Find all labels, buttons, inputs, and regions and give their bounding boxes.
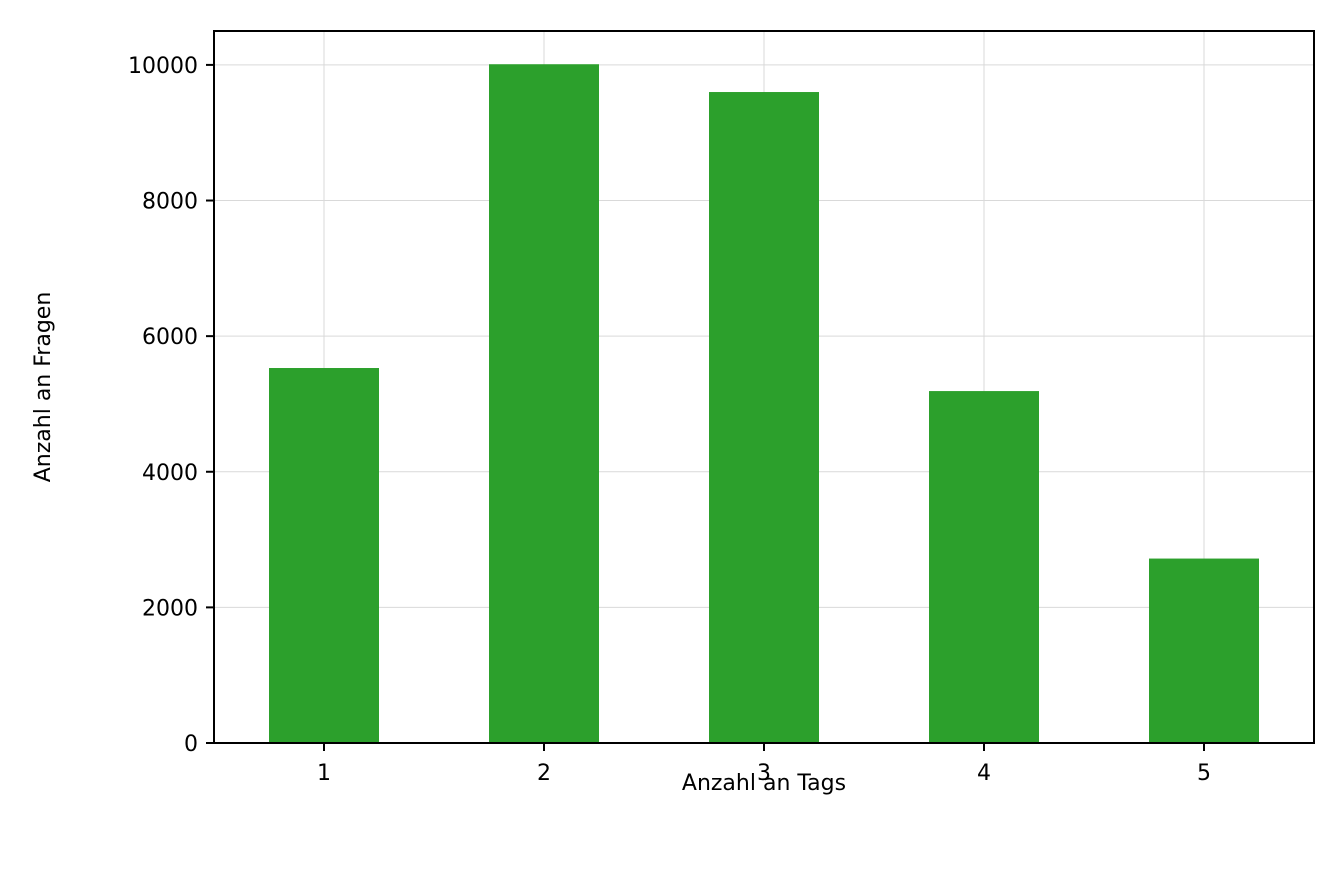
x-tick-label: 2 [537,761,551,786]
bar-1 [269,368,379,743]
y-axis-label: Anzahl an Fragen [31,292,56,483]
y-tick-label: 0 [184,732,198,757]
y-tick-label: 2000 [142,596,198,621]
axis-ticks: 1 2 3 4 5 0 2000 4000 6000 8000 10000 [128,54,1211,786]
x-tick-label: 1 [317,761,331,786]
y-tick-label: 8000 [142,190,198,215]
bar-2 [489,64,599,743]
bars [269,64,1259,744]
y-tick-label: 10000 [128,54,198,79]
bar-3 [709,92,819,744]
bar-4 [929,391,1039,743]
x-tick-label: 3 [757,761,771,786]
x-tick-label: 4 [977,761,991,786]
bar-5 [1149,558,1259,743]
x-tick-label: 5 [1197,761,1211,786]
y-tick-label: 4000 [142,461,198,486]
x-axis-label: Anzahl an Tags [682,771,846,796]
y-tick-label: 6000 [142,325,198,350]
